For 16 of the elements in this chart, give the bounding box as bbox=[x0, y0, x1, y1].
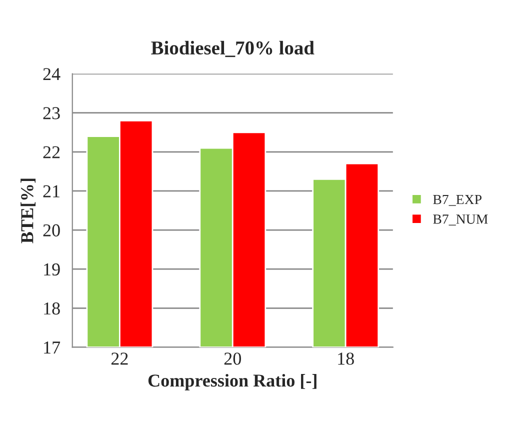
x-tick-label: 22 bbox=[111, 352, 128, 365]
y-tick-label: 21 bbox=[43, 185, 60, 198]
y-tick-label: 18 bbox=[44, 302, 60, 315]
x-tick-label: 18 bbox=[338, 352, 354, 365]
y-tick-label: 23 bbox=[43, 107, 60, 120]
y-tick-label: 20 bbox=[43, 224, 60, 236]
x-axis-title: Compression Ratio [-] bbox=[148, 374, 316, 390]
y-tick-label: 22 bbox=[43, 146, 60, 158]
x-tick-label: 20 bbox=[224, 352, 241, 365]
chart-title: Biodiesel_70% load bbox=[151, 40, 314, 58]
y-axis-title: BTE[%] bbox=[20, 178, 36, 244]
y-tick-label: 24 bbox=[43, 68, 60, 80]
y-tick-label: 19 bbox=[44, 263, 60, 276]
legend-label: B7_NUM bbox=[433, 214, 488, 226]
legend-label: B7_EXP bbox=[433, 194, 482, 206]
y-tick-label: 17 bbox=[44, 342, 60, 354]
